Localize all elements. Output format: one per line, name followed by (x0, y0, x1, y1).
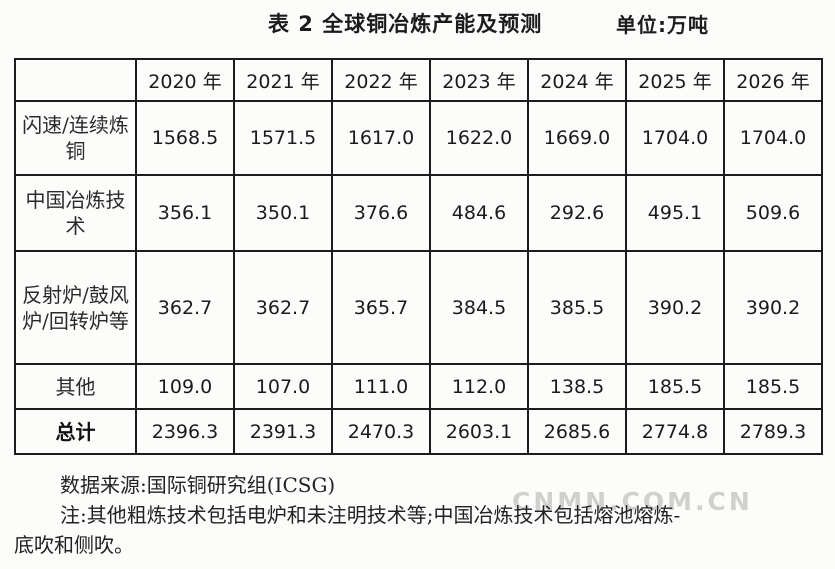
table-row: 其他 109.0 107.0 111.0 112.0 138.5 185.5 1… (14, 363, 823, 410)
cell-value: 1622.0 (429, 100, 529, 176)
row-label-reverberatory: 反射炉/鼓风炉/回转炉等 (14, 250, 137, 365)
cell-value: 2603.1 (429, 408, 529, 455)
cell-value: 138.5 (527, 363, 627, 410)
cell-value: 362.7 (135, 250, 235, 365)
cell-value: 109.0 (135, 363, 235, 410)
cell-value: 376.6 (331, 174, 431, 252)
column-header-2023: 2023 年 (429, 58, 529, 102)
table-header-row: 2020 年 2021 年 2022 年 2023 年 2024 年 2025 … (14, 58, 823, 102)
site-watermark: CNMN.COM.CN (512, 487, 753, 516)
cell-value: 1568.5 (135, 100, 235, 176)
cell-value: 292.6 (527, 174, 627, 252)
cell-value: 495.1 (625, 174, 725, 252)
cell-value: 1669.0 (527, 100, 627, 176)
column-header-2021: 2021 年 (233, 58, 333, 102)
cell-value: 385.5 (527, 250, 627, 365)
column-header-2024: 2024 年 (527, 58, 627, 102)
table-row: 中国冶炼技术 356.1 350.1 376.6 484.6 292.6 495… (14, 174, 823, 252)
table-row: 闪速/连续炼铜 1568.5 1571.5 1617.0 1622.0 1669… (14, 100, 823, 176)
cell-value: 2391.3 (233, 408, 333, 455)
note-line-1: 注:其他粗炼技术包括电炉和未注明技术等;中国冶炼技术包括熔池熔炼- (60, 503, 681, 527)
footnotes-block: 数据来源:国际铜研究组(ICSG) 注:其他粗炼技术包括电炉和未注明技术等;中国… (14, 470, 826, 560)
table-title: 表 2 全球铜冶炼产能及预测 (268, 12, 543, 36)
cell-value: 185.5 (723, 363, 823, 410)
cell-value: 350.1 (233, 174, 333, 252)
corner-cell (14, 58, 137, 102)
cell-value: 2470.3 (331, 408, 431, 455)
column-header-2025: 2025 年 (625, 58, 725, 102)
row-label-other: 其他 (14, 363, 137, 410)
cell-value: 2789.3 (723, 408, 823, 455)
column-header-2022: 2022 年 (331, 58, 431, 102)
cell-value: 185.5 (625, 363, 725, 410)
cell-value: 1704.0 (723, 100, 823, 176)
cell-value: 2774.8 (625, 408, 725, 455)
capacity-table: 2020 年 2021 年 2022 年 2023 年 2024 年 2025 … (14, 58, 823, 455)
cell-value: 509.6 (723, 174, 823, 252)
cell-value: 112.0 (429, 363, 529, 410)
row-label-total: 总计 (14, 408, 137, 455)
cell-value: 384.5 (429, 250, 529, 365)
table-row: 反射炉/鼓风炉/回转炉等 362.7 362.7 365.7 384.5 385… (14, 250, 823, 365)
column-header-2020: 2020 年 (135, 58, 235, 102)
row-label-flash-continuous: 闪速/连续炼铜 (14, 100, 137, 176)
cell-value: 356.1 (135, 174, 235, 252)
table-row-total: 总计 2396.3 2391.3 2470.3 2603.1 2685.6 27… (14, 408, 823, 455)
cell-value: 1704.0 (625, 100, 725, 176)
cell-value: 2685.6 (527, 408, 627, 455)
row-label-china-smelting: 中国冶炼技术 (14, 174, 137, 252)
cell-value: 362.7 (233, 250, 333, 365)
unit-label: 单位:万吨 (616, 13, 709, 37)
cell-value: 1571.5 (233, 100, 333, 176)
cell-value: 390.2 (625, 250, 725, 365)
cell-value: 111.0 (331, 363, 431, 410)
cell-value: 390.2 (723, 250, 823, 365)
cell-value: 107.0 (233, 363, 333, 410)
note-line-2: 底吹和侧吹。 (14, 533, 134, 557)
cell-value: 484.6 (429, 174, 529, 252)
column-header-2026: 2026 年 (723, 58, 823, 102)
cell-value: 2396.3 (135, 408, 235, 455)
cell-value: 365.7 (331, 250, 431, 365)
cell-value: 1617.0 (331, 100, 431, 176)
data-source-line: 数据来源:国际铜研究组(ICSG) (60, 473, 336, 497)
